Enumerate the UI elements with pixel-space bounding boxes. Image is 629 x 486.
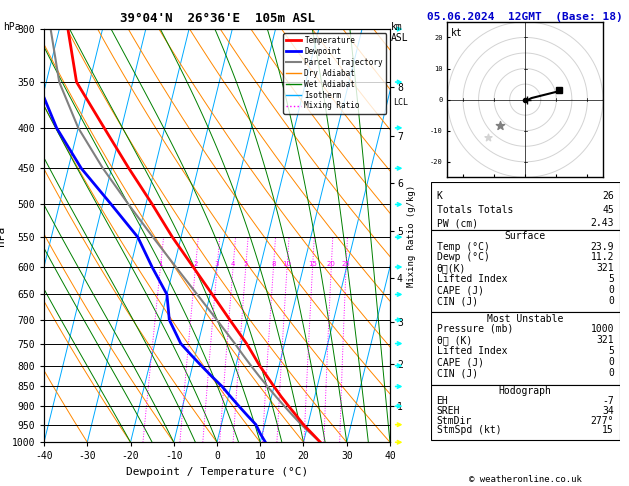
Text: θᴇ (K): θᴇ (K) — [437, 335, 472, 345]
Text: hPa: hPa — [3, 22, 21, 32]
Text: 39°04'N  26°36'E  105m ASL: 39°04'N 26°36'E 105m ASL — [120, 12, 314, 25]
Text: 0: 0 — [608, 285, 614, 295]
Text: Hodograph: Hodograph — [499, 386, 552, 396]
Text: Lifted Index: Lifted Index — [437, 274, 507, 284]
Text: Totals Totals: Totals Totals — [437, 205, 513, 214]
Text: CIN (J): CIN (J) — [437, 296, 477, 306]
Text: 20: 20 — [327, 261, 336, 267]
Text: Temp (°C): Temp (°C) — [437, 242, 489, 252]
Bar — [431, 182, 620, 230]
X-axis label: Dewpoint / Temperature (°C): Dewpoint / Temperature (°C) — [126, 467, 308, 477]
Text: LCL: LCL — [394, 98, 408, 107]
Text: 8: 8 — [271, 261, 276, 267]
Text: CIN (J): CIN (J) — [437, 368, 477, 378]
Text: Mixing Ratio (g/kg): Mixing Ratio (g/kg) — [408, 185, 416, 287]
Text: 5: 5 — [608, 274, 614, 284]
Text: km
ASL: km ASL — [391, 22, 409, 43]
Text: 5: 5 — [243, 261, 248, 267]
Text: 10: 10 — [282, 261, 292, 267]
Text: 0: 0 — [608, 357, 614, 367]
Text: 2: 2 — [193, 261, 198, 267]
Text: StmSpd (kt): StmSpd (kt) — [437, 425, 501, 435]
Bar — [431, 384, 620, 440]
Text: 15: 15 — [602, 425, 614, 435]
Text: 05.06.2024  12GMT  (Base: 18): 05.06.2024 12GMT (Base: 18) — [427, 12, 623, 22]
Text: Most Unstable: Most Unstable — [487, 314, 564, 324]
Text: 1000: 1000 — [591, 324, 614, 334]
Text: 34: 34 — [602, 406, 614, 416]
Text: Pressure (mb): Pressure (mb) — [437, 324, 513, 334]
Text: 5: 5 — [608, 346, 614, 356]
Text: 23.9: 23.9 — [591, 242, 614, 252]
Text: Lifted Index: Lifted Index — [437, 346, 507, 356]
Text: 1: 1 — [159, 261, 163, 267]
Text: 26: 26 — [602, 191, 614, 201]
Text: kt: kt — [450, 28, 462, 38]
Text: Surface: Surface — [504, 231, 546, 242]
Text: 45: 45 — [602, 205, 614, 214]
Text: 11.2: 11.2 — [591, 252, 614, 262]
Text: 0: 0 — [608, 368, 614, 378]
Text: © weatheronline.co.uk: © weatheronline.co.uk — [469, 474, 582, 484]
Text: 2.43: 2.43 — [591, 218, 614, 228]
Text: -7: -7 — [602, 396, 614, 406]
Text: 3: 3 — [215, 261, 220, 267]
Y-axis label: hPa: hPa — [0, 226, 6, 246]
Text: EH: EH — [437, 396, 448, 406]
Text: 321: 321 — [596, 335, 614, 345]
Text: SREH: SREH — [437, 406, 460, 416]
Bar — [431, 312, 620, 385]
Text: Dewp (°C): Dewp (°C) — [437, 252, 489, 262]
Bar — [431, 230, 620, 312]
Legend: Temperature, Dewpoint, Parcel Trajectory, Dry Adiabat, Wet Adiabat, Isotherm, Mi: Temperature, Dewpoint, Parcel Trajectory… — [283, 33, 386, 114]
Text: StmDir: StmDir — [437, 416, 472, 426]
Text: 277°: 277° — [591, 416, 614, 426]
Text: 4: 4 — [231, 261, 235, 267]
Text: CAPE (J): CAPE (J) — [437, 357, 484, 367]
Text: K: K — [437, 191, 442, 201]
Text: 321: 321 — [596, 263, 614, 273]
Text: θᴇ(K): θᴇ(K) — [437, 263, 466, 273]
Text: 15: 15 — [308, 261, 317, 267]
Text: 25: 25 — [342, 261, 350, 267]
Text: PW (cm): PW (cm) — [437, 218, 477, 228]
Text: CAPE (J): CAPE (J) — [437, 285, 484, 295]
Text: 0: 0 — [608, 296, 614, 306]
